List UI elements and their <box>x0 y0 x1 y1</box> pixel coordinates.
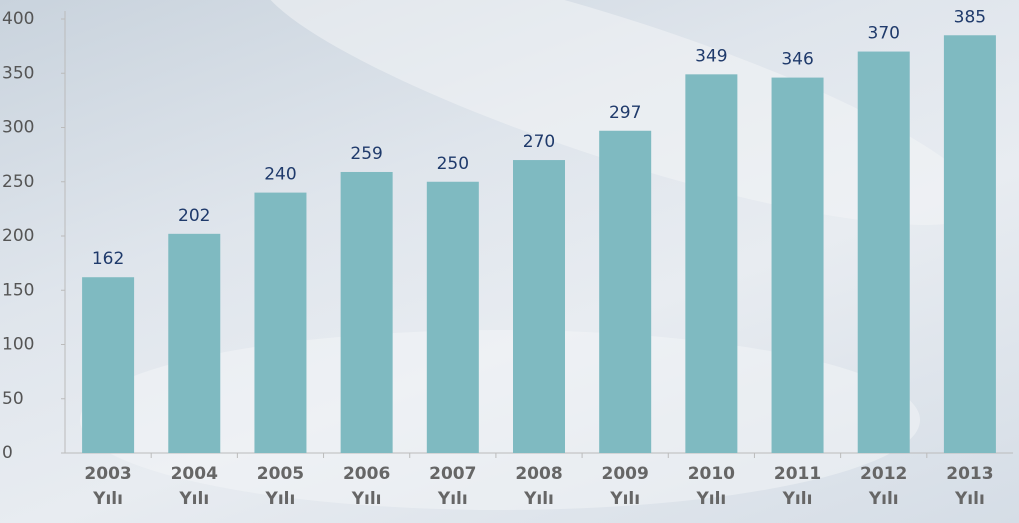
y-tick-label: 50 <box>2 389 24 409</box>
bar <box>168 234 220 453</box>
y-tick-label: 350 <box>2 63 34 83</box>
chart-svg: 0 50 100 150 200 250 300 350 400 162 202 240 259 250 2… <box>0 0 1019 523</box>
bar <box>513 160 565 453</box>
data-label: 162 <box>92 249 124 269</box>
data-label: 346 <box>781 50 813 70</box>
data-label: 370 <box>868 24 900 44</box>
y-tick-label: 150 <box>2 280 34 300</box>
data-label: 259 <box>350 144 382 164</box>
bar <box>82 277 134 453</box>
data-label: 270 <box>523 132 555 152</box>
x-tick-label: 2005 Yılı <box>245 462 315 512</box>
y-tick-label: 300 <box>2 118 34 138</box>
bar <box>427 182 479 453</box>
data-label: 297 <box>609 103 641 123</box>
y-tick-label: 0 <box>2 443 13 463</box>
x-tick-label: 2009 Yılı <box>590 462 660 512</box>
data-label: 240 <box>264 165 296 185</box>
x-tick-label: 2012 Yılı <box>849 462 919 512</box>
x-tick-label: 2008 Yılı <box>504 462 574 512</box>
data-label: 202 <box>178 206 210 226</box>
bar <box>772 78 824 453</box>
y-tick-label: 250 <box>2 172 34 192</box>
bar <box>599 131 651 453</box>
bar <box>685 74 737 453</box>
x-tick-label: 2011 Yılı <box>763 462 833 512</box>
x-tick-label: 2010 Yılı <box>676 462 746 512</box>
chart: 0 50 100 150 200 250 300 350 400 162 202 240 259 250 2… <box>0 0 1019 523</box>
x-tick-label: 2003 Yılı <box>73 462 143 512</box>
data-label: 349 <box>695 46 727 66</box>
y-tick-label: 400 <box>2 9 34 29</box>
bar <box>944 35 996 453</box>
data-label: 385 <box>954 7 986 27</box>
y-tick-label: 100 <box>2 335 34 355</box>
bar <box>254 193 306 453</box>
x-tick-label: 2007 Yılı <box>418 462 488 512</box>
bar <box>858 52 910 453</box>
x-tick-label: 2006 Yılı <box>332 462 402 512</box>
x-tick-label: 2004 Yılı <box>159 462 229 512</box>
data-label: 250 <box>437 154 469 174</box>
x-tick-label: 2013 Yılı <box>935 462 1005 512</box>
bar <box>341 172 393 453</box>
y-tick-label: 200 <box>2 226 34 246</box>
